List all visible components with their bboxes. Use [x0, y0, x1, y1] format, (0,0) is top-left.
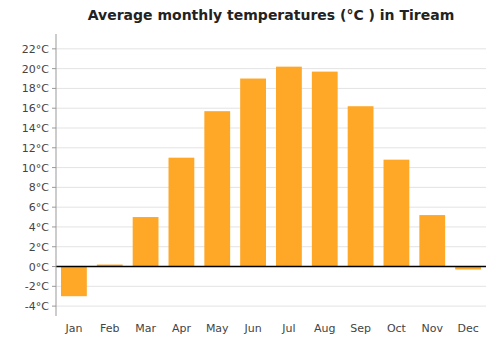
- y-axis: -4°C -2°C 0°C 2°C 4°C 6°C 8°C 10°C 12°C 14°C 16°C 1…: [22, 43, 56, 313]
- tick-label: 10°C: [22, 162, 49, 175]
- bar: [204, 111, 230, 266]
- tick-mark: [52, 207, 56, 208]
- tick-label: 20°C: [22, 63, 49, 76]
- tick-label: 18°C: [22, 82, 49, 95]
- grid: [56, 49, 486, 306]
- bar: [240, 79, 266, 267]
- bar: [169, 158, 195, 267]
- grid-line: [56, 68, 486, 69]
- tick-label: 22°C: [22, 43, 49, 56]
- chart: Average monthly temperatures (°C ) in Ti…: [0, 0, 500, 350]
- category-label: Feb: [100, 322, 119, 335]
- tick-mark: [52, 48, 56, 49]
- title: Average monthly temperatures (°C ) in Ti…: [88, 7, 454, 23]
- tick-mark: [52, 306, 56, 307]
- tick-mark: [52, 128, 56, 129]
- bars: [61, 67, 481, 297]
- category-label: Nov: [422, 322, 444, 335]
- category-label: Sep: [350, 322, 371, 335]
- grid-line: [56, 88, 486, 89]
- grid-line: [56, 108, 486, 109]
- tick-label: 0°C: [29, 261, 49, 274]
- bar: [419, 215, 445, 266]
- category-label: Mar: [135, 322, 156, 335]
- tick-label: -4°C: [25, 300, 49, 313]
- category-label: Jul: [281, 322, 295, 335]
- tick-label: 16°C: [22, 102, 49, 115]
- bar: [61, 267, 87, 297]
- tick-mark: [52, 246, 56, 247]
- grid-line: [56, 286, 486, 287]
- bar: [276, 67, 302, 267]
- grid-line: [56, 266, 486, 267]
- tick-label: 12°C: [22, 142, 49, 155]
- category-label: Oct: [387, 322, 407, 335]
- category-label: Jun: [243, 322, 261, 335]
- tick-mark: [52, 108, 56, 109]
- tick-mark: [52, 187, 56, 188]
- grid-line: [56, 128, 486, 129]
- grid-line: [56, 48, 486, 49]
- category-label: Jan: [64, 322, 82, 335]
- tick-mark: [52, 147, 56, 148]
- category-label: Aug: [314, 322, 335, 335]
- grid-line: [56, 207, 486, 208]
- bar: [384, 160, 410, 267]
- tick-mark: [52, 226, 56, 227]
- tick-label: -2°C: [25, 280, 49, 293]
- bar: [133, 217, 159, 266]
- grid-line: [56, 167, 486, 168]
- grid-line: [56, 306, 486, 307]
- tick-mark: [52, 68, 56, 69]
- category-label: Apr: [172, 322, 192, 335]
- grid-line: [56, 147, 486, 148]
- tick-label: 2°C: [29, 241, 49, 254]
- tick-label: 14°C: [22, 122, 49, 135]
- category-label: Dec: [457, 322, 478, 335]
- x-axis: Jan Feb Mar Apr May Jun Jul Aug Sep Oct Nov Dec: [64, 322, 478, 335]
- tick-mark: [52, 266, 56, 267]
- y-axis-line: [56, 34, 57, 316]
- tick-mark: [52, 167, 56, 168]
- grid-line: [56, 187, 486, 188]
- tick-mark: [52, 286, 56, 287]
- tick-label: 8°C: [29, 181, 49, 194]
- category-label: May: [206, 322, 229, 335]
- bar: [312, 72, 338, 267]
- bar: [348, 106, 374, 266]
- tick-label: 6°C: [29, 201, 49, 214]
- tick-label: 4°C: [29, 221, 49, 234]
- zero-line: [56, 266, 486, 268]
- tick-mark: [52, 88, 56, 89]
